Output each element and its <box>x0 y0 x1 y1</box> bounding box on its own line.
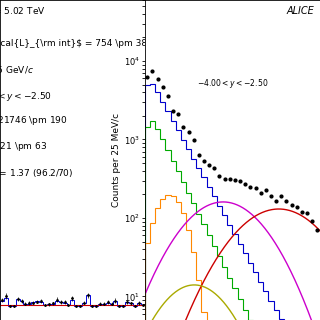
Text: $-4.00 < y < -2.50$: $-4.00 < y < -2.50$ <box>197 77 269 90</box>
Text: $p_{\rm T}$ < 25 GeV/$c$: $p_{\rm T}$ < 25 GeV/$c$ <box>0 64 34 77</box>
Text: $-4.00 < y < -2.50$: $-4.00 < y < -2.50$ <box>0 90 52 103</box>
Text: $N_{\rm sig}$ = 21746 \pm 190: $N_{\rm sig}$ = 21746 \pm 190 <box>0 115 68 128</box>
Text: $\sqrt{s_{\rm NN}}$ = 5.02 TeV: $\sqrt{s_{\rm NN}}$ = 5.02 TeV <box>0 5 46 17</box>
Text: $\mathcal{L}_{\rm int}$ = 754 \pm 38 \mu$b$^{-1}$: $\mathcal{L}_{\rm int}$ = 754 \pm 38 \mu… <box>0 39 219 48</box>
Y-axis label: Counts per 25 MeV/c: Counts per 25 MeV/c <box>112 113 121 207</box>
Text: $N_{\rm bkg}$ = 21 \pm 63: $N_{\rm bkg}$ = 21 \pm 63 <box>0 141 47 154</box>
Text: $\chi^{2}$/ndf = 1.37 (96.2/70): $\chi^{2}$/ndf = 1.37 (96.2/70) <box>0 166 73 181</box>
Text: ALICE: ALICE <box>287 6 315 16</box>
